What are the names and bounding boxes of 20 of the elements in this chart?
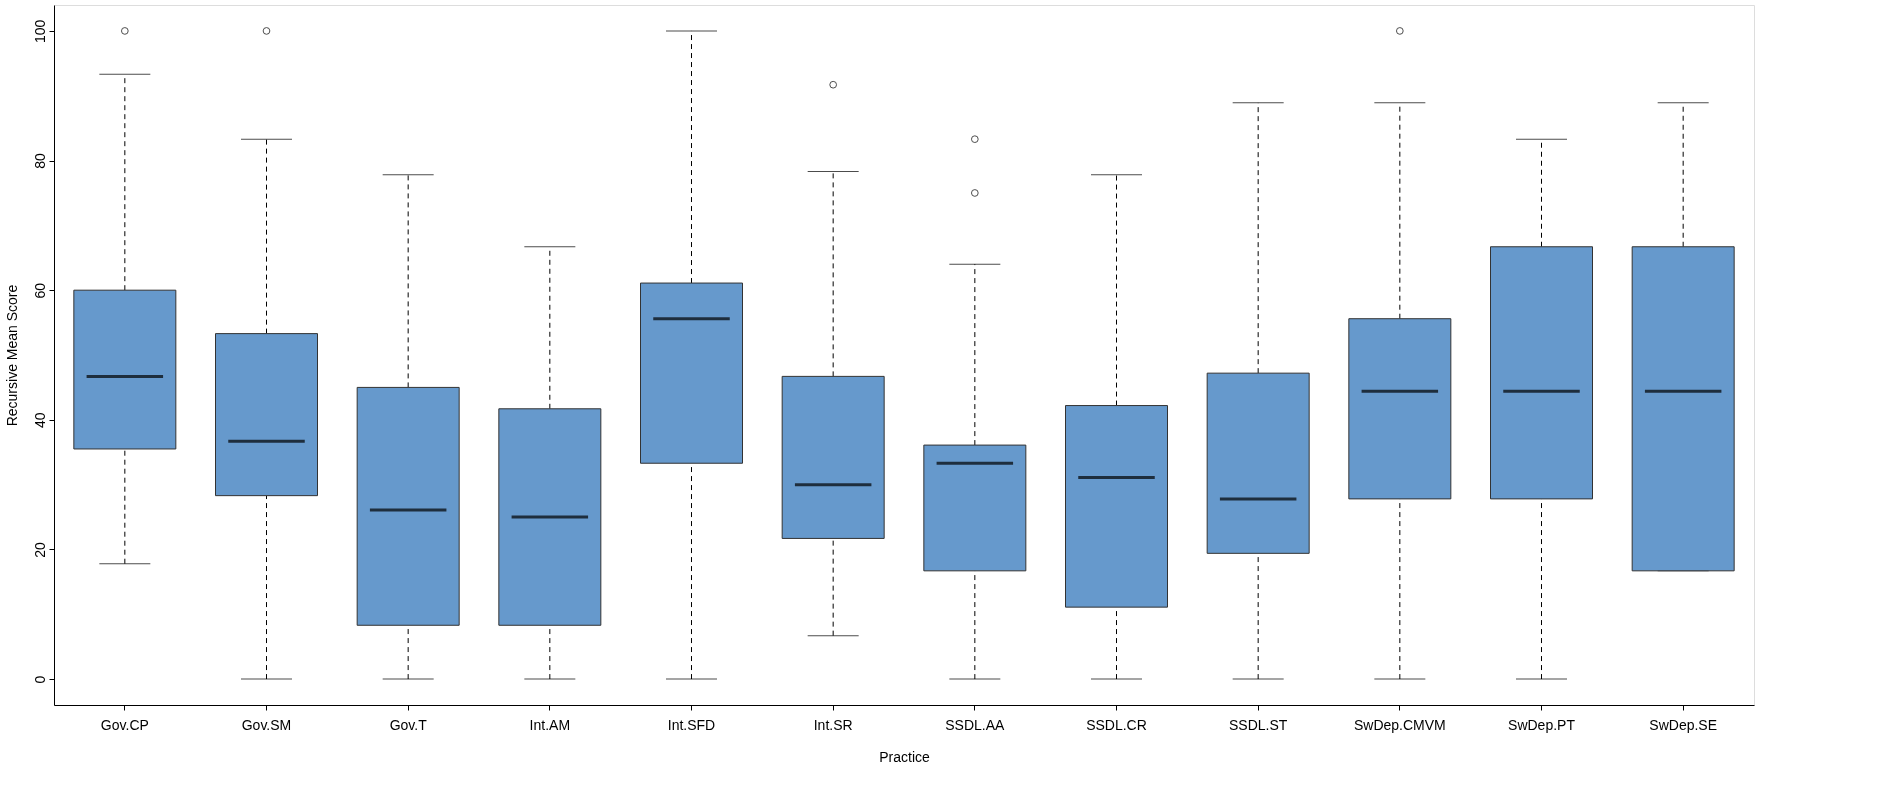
x-tick-label: SwDep.SE: [1649, 716, 1718, 733]
x-tick-label: Gov.T: [389, 716, 428, 733]
y-tick-label: 60: [31, 282, 48, 299]
x-tick-label: Int.SR: [813, 716, 853, 733]
x-tick-label: SSDL.ST: [1228, 716, 1288, 733]
y-tick-label: 100: [31, 19, 48, 44]
y-tick-label: 20: [31, 541, 48, 558]
x-tick-label: SwDep.PT: [1508, 716, 1576, 733]
x-tick-label: SSDL.AA: [945, 716, 1006, 733]
x-tick-label: SSDL.CR: [1086, 716, 1147, 733]
x-tick-label: SwDep.CMVM: [1353, 716, 1446, 733]
x-tick-label: Gov.SM: [241, 716, 292, 733]
x-axis-title: Practice: [879, 748, 930, 765]
y-tick-label: 80: [31, 153, 48, 169]
x-tick-label: Int.AM: [529, 716, 571, 733]
y-tick-label: 0: [31, 675, 48, 684]
y-tick-label: 40: [31, 412, 48, 429]
y-axis-title: Recursive Mean Score: [3, 284, 20, 427]
x-tick-label: Gov.CP: [100, 716, 149, 733]
x-tick-label: Int.SFD: [667, 716, 716, 733]
